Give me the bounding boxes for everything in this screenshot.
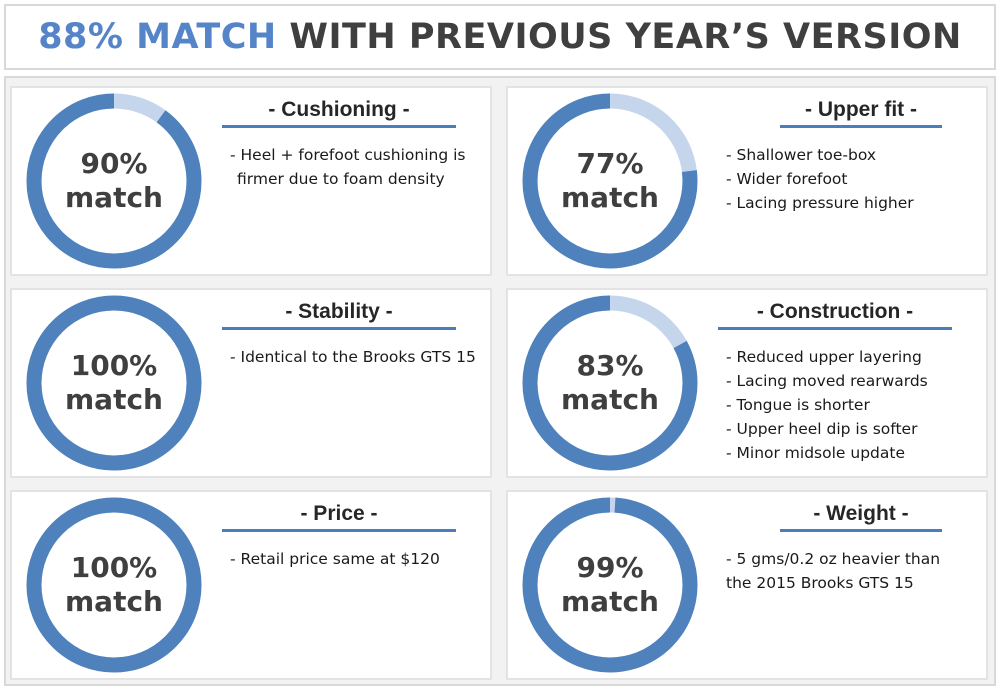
note-line: - Minor midsole update (726, 444, 905, 462)
donut-chart-construction: 83% match (522, 295, 698, 471)
ring-value (26, 497, 202, 673)
note-line: - Retail price same at $120 (230, 550, 440, 568)
donut-label: 77% match (522, 93, 698, 269)
note-line: - Reduced upper layering (726, 348, 922, 366)
header-banner: 88% MATCH WITH PREVIOUS YEAR’S VERSION (4, 4, 996, 70)
donut-chart-price: 100% match (26, 497, 202, 673)
panel-title-cushioning: - Cushioning - (222, 96, 456, 128)
ring-value (522, 93, 698, 269)
ring-value (26, 295, 202, 471)
donut-match-word: match (561, 383, 659, 416)
donut-percent: 100% (70, 349, 158, 382)
donut-percent: 77% (576, 147, 644, 180)
donut-chart-cushioning: 90% match (26, 93, 202, 269)
panel-price: 100% match - Price - - Retail price same… (10, 490, 492, 680)
panel-title-price: - Price - (222, 500, 456, 532)
donut-label: 99% match (522, 497, 698, 673)
panel-title-upper-fit: - Upper fit - (780, 96, 942, 128)
ring-value (522, 497, 698, 673)
donut-percent: 99% (576, 551, 644, 584)
panel-notes-upper-fit: - Shallower toe-box - Wider forefoot - L… (726, 143, 984, 215)
donut-match-word: match (561, 585, 659, 618)
title-rest: WITH PREVIOUS YEAR’S VERSION (289, 17, 962, 57)
donut-svg-price (26, 497, 202, 673)
page-title: 88% MATCH WITH PREVIOUS YEAR’S VERSION (38, 17, 962, 57)
note-line: - Shallower toe-box (726, 146, 876, 164)
note-line: firmer due to foam density (237, 170, 445, 188)
donut-label: 83% match (522, 295, 698, 471)
panel-construction: 83% match - Construction - - Reduced upp… (506, 288, 988, 478)
donut-label: 100% match (26, 295, 202, 471)
note-line: - Lacing pressure higher (726, 194, 914, 212)
donut-match-word: match (65, 383, 163, 416)
note-line: - 5 gms/0.2 oz heavier than (726, 550, 941, 568)
ring-value (26, 93, 202, 269)
donut-match-word: match (65, 585, 163, 618)
panel-notes-price: - Retail price same at $120 (230, 547, 488, 571)
donut-chart-stability: 100% match (26, 295, 202, 471)
donut-percent: 90% (80, 147, 148, 180)
panel-notes-stability: - Identical to the Brooks GTS 15 (230, 345, 488, 369)
donut-label: 100% match (26, 497, 202, 673)
donut-match-word: match (561, 181, 659, 214)
donut-chart-weight: 99% match (522, 497, 698, 673)
donut-match-word: match (65, 181, 163, 214)
donut-svg-construction (522, 295, 698, 471)
panel-stability: 100% match - Stability - - Identical to … (10, 288, 492, 478)
panel-notes-construction: - Reduced upper layering - Lacing moved … (726, 345, 984, 465)
panel-grid: 90% match - Cushioning - - Heel + forefo… (4, 76, 996, 686)
donut-svg-upper-fit (522, 93, 698, 269)
note-line: - Upper heel dip is softer (726, 420, 918, 438)
overall-match-text: 88% MATCH (38, 17, 277, 57)
donut-label: 90% match (26, 93, 202, 269)
panel-title-stability: - Stability - (222, 298, 456, 330)
note-line: - Tongue is shorter (726, 396, 870, 414)
panel-title-construction: - Construction - (718, 298, 952, 330)
donut-chart-upper-fit: 77% match (522, 93, 698, 269)
note-line: - Identical to the Brooks GTS 15 (230, 348, 476, 366)
note-line: - Heel + forefoot cushioning is (230, 146, 466, 164)
donut-svg-weight (522, 497, 698, 673)
panel-cushioning: 90% match - Cushioning - - Heel + forefo… (10, 86, 492, 276)
panel-title-weight: - Weight - (780, 500, 942, 532)
note-line: - Wider forefoot (726, 170, 848, 188)
donut-svg-cushioning (26, 93, 202, 269)
note-line: the 2015 Brooks GTS 15 (726, 574, 914, 592)
donut-percent: 83% (576, 349, 644, 382)
donut-svg-stability (26, 295, 202, 471)
ring-value (522, 295, 698, 471)
panel-notes-cushioning: - Heel + forefoot cushioning is firmer d… (230, 143, 488, 191)
note-line: - Lacing moved rearwards (726, 372, 928, 390)
panel-notes-weight: - 5 gms/0.2 oz heavier than the 2015 Bro… (726, 547, 984, 595)
panel-weight: 99% match - Weight - - 5 gms/0.2 oz heav… (506, 490, 988, 680)
donut-percent: 100% (70, 551, 158, 584)
panel-upper-fit: 77% match - Upper fit - - Shallower toe-… (506, 86, 988, 276)
